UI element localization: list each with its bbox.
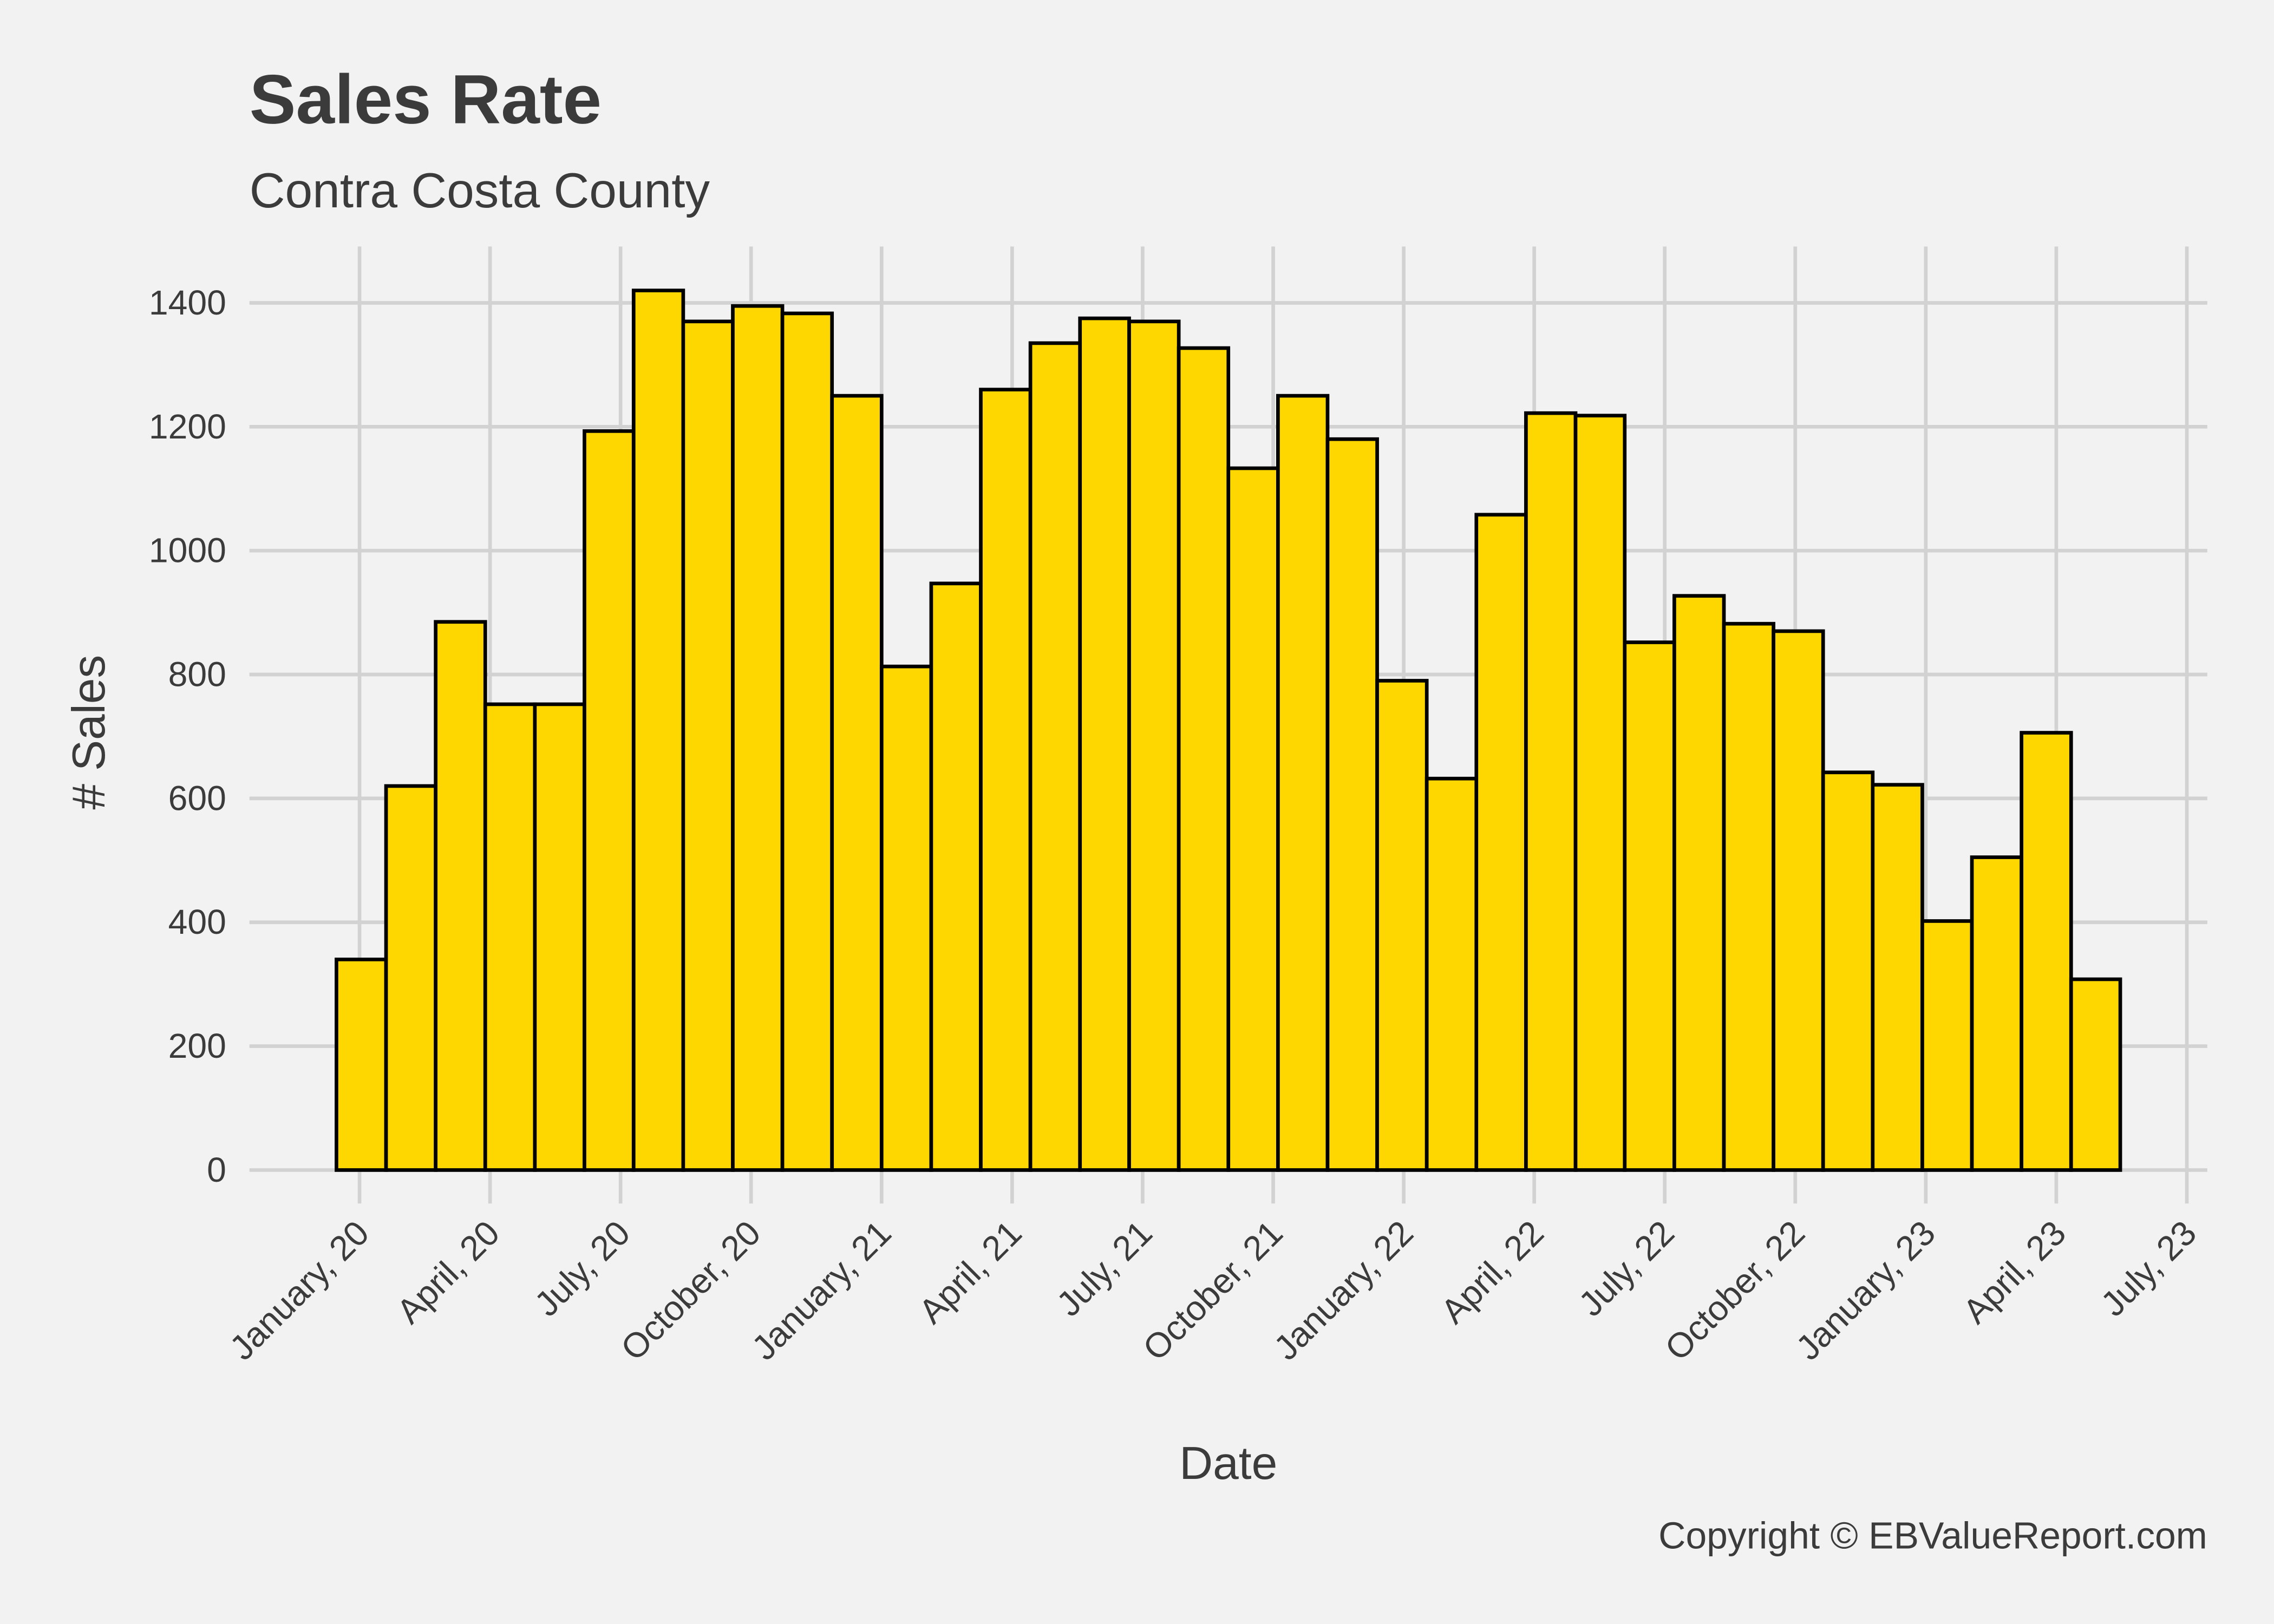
bar xyxy=(1078,316,1131,1172)
bar xyxy=(731,304,785,1172)
bar xyxy=(1821,770,1875,1172)
bar xyxy=(1623,640,1676,1172)
y-axis-title: # Sales xyxy=(63,655,115,810)
bar xyxy=(533,702,586,1172)
bar xyxy=(1722,621,1775,1172)
bar xyxy=(483,702,537,1172)
bar xyxy=(384,784,437,1172)
y-tick-label: 1400 xyxy=(149,283,226,322)
bar xyxy=(879,664,933,1172)
bar xyxy=(583,429,636,1172)
bar xyxy=(1474,513,1528,1172)
bar xyxy=(1772,629,1825,1172)
y-tick-label: 200 xyxy=(168,1026,226,1065)
bar xyxy=(335,958,388,1172)
bar xyxy=(929,581,983,1172)
bar xyxy=(780,311,834,1172)
y-tick-label: 0 xyxy=(207,1150,226,1189)
bar xyxy=(1524,411,1578,1172)
bar xyxy=(681,319,735,1172)
y-tick-label: 800 xyxy=(168,654,226,693)
bar xyxy=(1573,414,1627,1172)
y-tick-label: 600 xyxy=(168,778,226,817)
bar xyxy=(1028,341,1082,1172)
y-tick-label: 1000 xyxy=(149,531,226,570)
bar xyxy=(1127,319,1181,1172)
bar xyxy=(1177,346,1231,1172)
chart-subtitle: Contra Costa County xyxy=(250,163,710,218)
bar xyxy=(2020,731,2073,1172)
bar xyxy=(1424,776,1479,1172)
bar xyxy=(830,394,884,1172)
chart-title: Sales Rate xyxy=(250,61,602,139)
bar xyxy=(979,388,1033,1172)
bar xyxy=(434,620,487,1172)
bar xyxy=(1375,679,1429,1172)
bar xyxy=(631,289,685,1172)
y-tick-label: 1200 xyxy=(149,407,226,446)
bar xyxy=(1871,783,1924,1172)
bar xyxy=(2069,977,2122,1172)
bar xyxy=(1226,466,1280,1172)
caption: Copyright © EBValueReport.com xyxy=(1658,1515,2207,1557)
bar xyxy=(1920,919,1974,1172)
bar xyxy=(1970,855,2024,1172)
x-axis-title: Date xyxy=(1179,1437,1277,1489)
bar xyxy=(1276,394,1330,1172)
bar xyxy=(1325,437,1379,1172)
y-tick-label: 400 xyxy=(168,902,226,941)
bar xyxy=(1672,594,1726,1172)
